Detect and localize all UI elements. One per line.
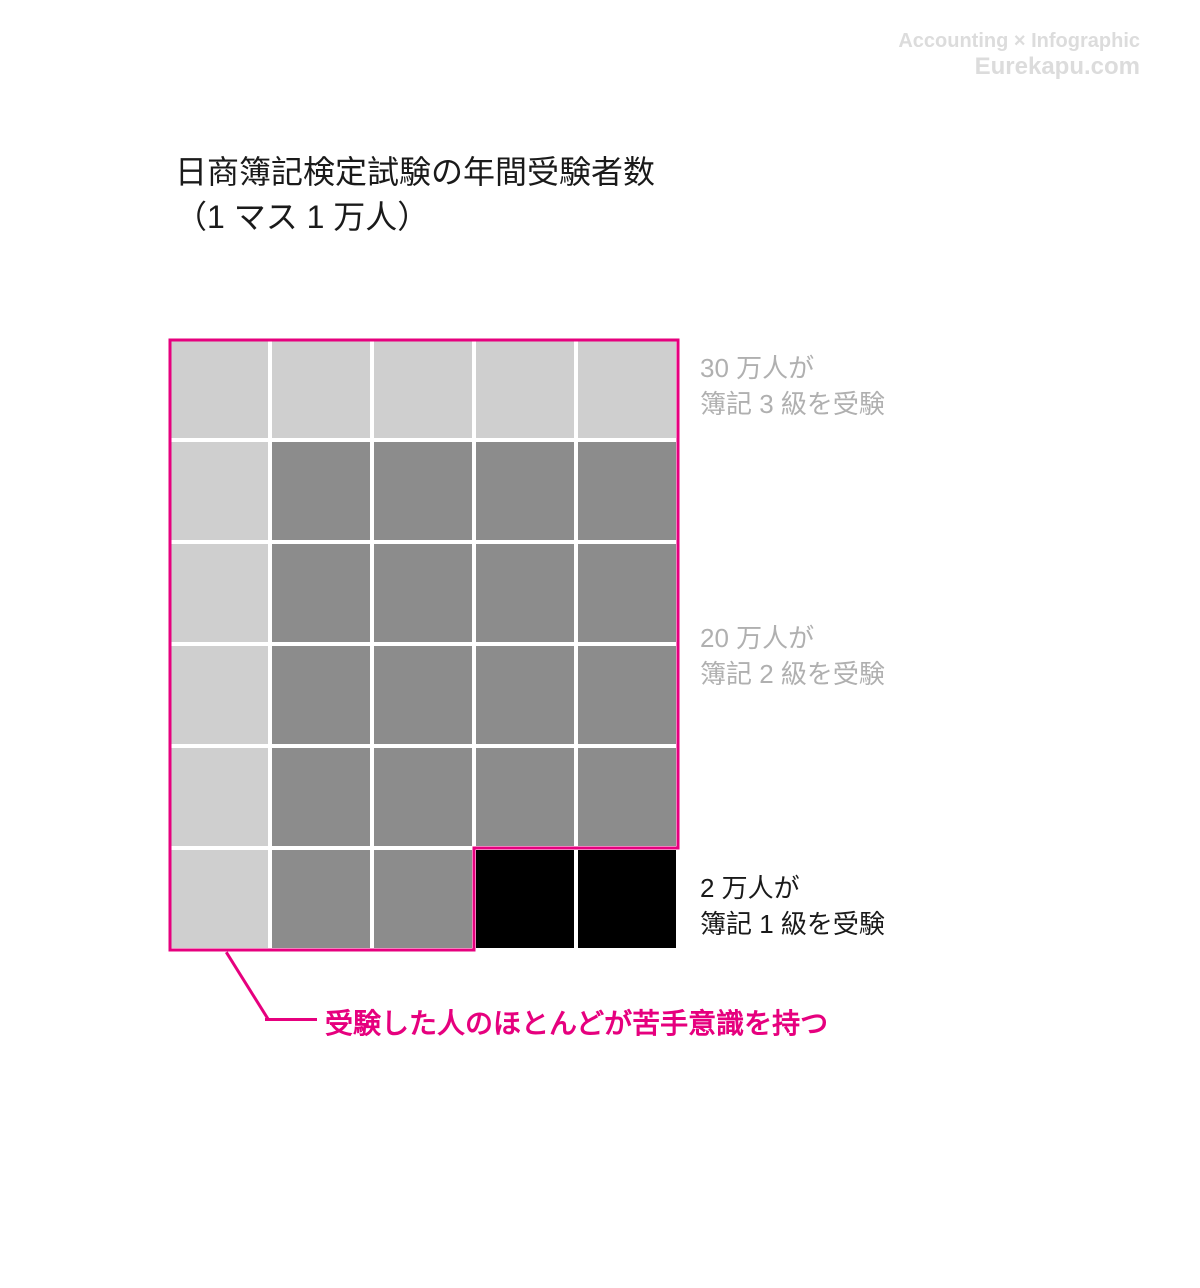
grid-cell <box>170 646 268 744</box>
grid-container <box>170 340 676 948</box>
grid-cell <box>476 748 574 846</box>
grid-cell <box>578 850 676 948</box>
watermark: Accounting × Infographic Eurekapu.com <box>898 30 1140 81</box>
grid-cell <box>476 340 574 438</box>
grid-cell <box>272 646 370 744</box>
grid-cell <box>476 646 574 744</box>
waffle-grid <box>170 340 676 948</box>
grid-cell <box>374 544 472 642</box>
grid-cell <box>170 544 268 642</box>
callout-connector-horizontal <box>265 1018 317 1021</box>
grid-cell <box>374 850 472 948</box>
callout-text: 受験した人のほとんどが苦手意識を持つ <box>325 1002 828 1042</box>
watermark-line2: Eurekapu.com <box>898 53 1140 81</box>
label-level1-line1: 2 万人が <box>700 870 885 906</box>
grid-cell <box>272 748 370 846</box>
label-level3-line1: 30 万人が <box>700 350 885 386</box>
label-level1: 2 万人が 簿記 1 級を受験 <box>700 870 885 943</box>
grid-cell <box>170 850 268 948</box>
grid-cell <box>476 850 574 948</box>
grid-cell <box>578 442 676 540</box>
grid-cell <box>272 850 370 948</box>
chart-title: 日商簿記検定試験の年間受験者数 （1 マス 1 万人） <box>175 150 655 240</box>
grid-cell <box>476 442 574 540</box>
label-level3: 30 万人が 簿記 3 級を受験 <box>700 350 885 423</box>
watermark-line1: Accounting × Infographic <box>898 30 1140 53</box>
label-level2-line1: 20 万人が <box>700 620 885 656</box>
title-line1: 日商簿記検定試験の年間受験者数 <box>175 150 655 195</box>
grid-cell <box>374 340 472 438</box>
grid-cell <box>170 748 268 846</box>
grid-cell <box>374 442 472 540</box>
grid-cell <box>476 544 574 642</box>
grid-cell <box>374 748 472 846</box>
label-level2-line2: 簿記 2 級を受験 <box>700 656 885 692</box>
grid-cell <box>578 646 676 744</box>
label-level3-line2: 簿記 3 級を受験 <box>700 386 885 422</box>
callout-connector-diagonal <box>225 951 270 1020</box>
label-level2: 20 万人が 簿記 2 級を受験 <box>700 620 885 693</box>
grid-cell <box>170 340 268 438</box>
label-level1-line2: 簿記 1 級を受験 <box>700 906 885 942</box>
grid-cell <box>578 748 676 846</box>
grid-cell <box>272 442 370 540</box>
grid-cell <box>374 646 472 744</box>
grid-cell <box>578 340 676 438</box>
grid-cell <box>272 544 370 642</box>
title-line2: （1 マス 1 万人） <box>175 195 655 240</box>
grid-cell <box>170 442 268 540</box>
grid-cell <box>578 544 676 642</box>
grid-cell <box>272 340 370 438</box>
